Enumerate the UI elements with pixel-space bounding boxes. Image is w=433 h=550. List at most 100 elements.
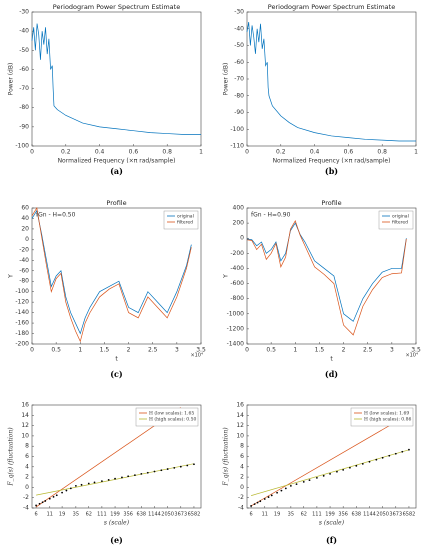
y-tick-label: -20	[19, 246, 29, 253]
y-tick-label: -200	[15, 341, 29, 348]
data-point	[259, 500, 262, 503]
plot-area	[31, 207, 202, 345]
y-tick-label: -80	[19, 278, 29, 285]
y-tick-label: -2	[238, 494, 244, 501]
data-point	[140, 473, 143, 475]
y-tick-label: 0	[240, 484, 244, 491]
y-axis-label: Power (dB)	[8, 63, 15, 96]
data-point	[284, 487, 287, 490]
y-tick-label: -100	[15, 143, 29, 150]
fit-line	[250, 413, 410, 507]
legend-box	[163, 210, 199, 230]
data-point	[186, 464, 189, 467]
data-point	[375, 458, 378, 461]
x-tick-label: 0	[30, 347, 34, 354]
y-tick-label: 20	[21, 225, 29, 232]
data-point	[134, 474, 136, 476]
y-tick-label: -100	[15, 288, 29, 295]
y-tick-label: 2	[240, 474, 244, 481]
data-point	[55, 494, 58, 497]
x-tick-label: 62	[86, 512, 92, 518]
y-tick-label: -40	[19, 28, 29, 35]
y-axis-label: Power (dB)	[223, 63, 230, 96]
data-point	[302, 480, 305, 483]
data-point	[193, 463, 195, 466]
legend-box	[135, 407, 199, 427]
x-axis-label: Normalized Frequency (×π rad/sample)	[273, 158, 391, 165]
data-point	[408, 448, 410, 451]
data-line	[246, 222, 407, 322]
data-point	[361, 462, 364, 465]
data-point	[253, 503, 256, 506]
data-point	[263, 498, 266, 500]
x-tick-label: 2	[342, 347, 346, 354]
y-tick-label: -800	[230, 295, 244, 302]
y-tick-label: -4	[23, 505, 29, 512]
x-tick-label: 3.5	[196, 347, 206, 354]
y-tick-label: 6	[240, 453, 244, 460]
y-tick-label: -120	[15, 299, 29, 306]
x-exponent: ×10⁴	[405, 353, 418, 359]
legend-label: H (high scales): 0.86	[364, 416, 411, 423]
y-tick-label: -90	[19, 123, 29, 130]
x-tick-label: 356	[338, 512, 348, 518]
plot-area	[246, 11, 417, 147]
y-tick-label: -60	[19, 66, 29, 73]
x-tick-label: 638	[137, 512, 147, 518]
data-line	[31, 23, 201, 135]
y-tick-label: -40	[19, 257, 29, 264]
x-exponent: ×10⁴	[190, 353, 203, 359]
data-point	[381, 456, 384, 459]
x-tick-label: 3673	[174, 512, 187, 518]
y-tick-label: -160	[15, 320, 29, 327]
x-tick-label: 2.5	[363, 347, 373, 354]
y-tick-label: 6	[25, 453, 29, 460]
annotation: fGn - H=0.50	[36, 212, 76, 219]
y-tick-label: 4	[25, 463, 29, 470]
x-tick-label: 3	[175, 347, 179, 354]
y-tick-label: -1400	[227, 341, 245, 348]
x-tick-label: 11	[262, 512, 268, 518]
data-point	[276, 491, 278, 494]
data-point	[270, 494, 273, 497]
x-tick-label: 0	[245, 149, 249, 156]
data-point	[388, 454, 391, 457]
y-tick-label: -40	[234, 25, 244, 32]
y-tick-label: -70	[234, 76, 244, 83]
data-point	[52, 495, 55, 498]
legend-label: original	[392, 214, 409, 220]
x-tick-label: 62	[301, 512, 307, 518]
data-point	[69, 487, 72, 490]
data-point	[146, 471, 149, 474]
y-tick-label: 0	[25, 484, 29, 491]
x-tick-label: 199	[325, 512, 335, 518]
data-point	[289, 484, 292, 487]
y-tick-label: 200	[233, 220, 245, 227]
x-tick-label: 0.6	[344, 149, 354, 156]
x-tick-label: 0.5	[266, 347, 276, 354]
data-point	[35, 504, 38, 507]
x-tick-label: 111	[97, 512, 107, 518]
data-point	[322, 474, 325, 477]
x-tick-label: 1144	[363, 512, 376, 518]
data-point	[160, 469, 163, 472]
y-tick-label: -1000	[227, 310, 245, 317]
y-tick-label: -60	[234, 59, 244, 66]
legend-box	[350, 407, 414, 427]
y-tick-label: -110	[230, 143, 244, 150]
panel-label: (f)	[326, 535, 337, 545]
data-line	[31, 207, 192, 343]
x-tick-label: 11	[47, 512, 53, 518]
y-tick-label: 2	[25, 474, 29, 481]
y-tick-label: 12	[236, 422, 244, 429]
x-tick-label: 0.4	[95, 149, 105, 156]
x-axis-label: t	[330, 356, 333, 363]
x-axis-label: s (scale)	[104, 520, 130, 527]
legend-label: H (high scales): 0.50	[149, 416, 196, 423]
y-tick-label: -200	[230, 250, 244, 257]
y-axis-label: F_q(s) (fluctuation)	[223, 427, 230, 487]
panel-label: (d)	[325, 369, 338, 379]
data-point	[93, 481, 96, 484]
legend-label: H (low scales): 1.69	[364, 410, 409, 417]
